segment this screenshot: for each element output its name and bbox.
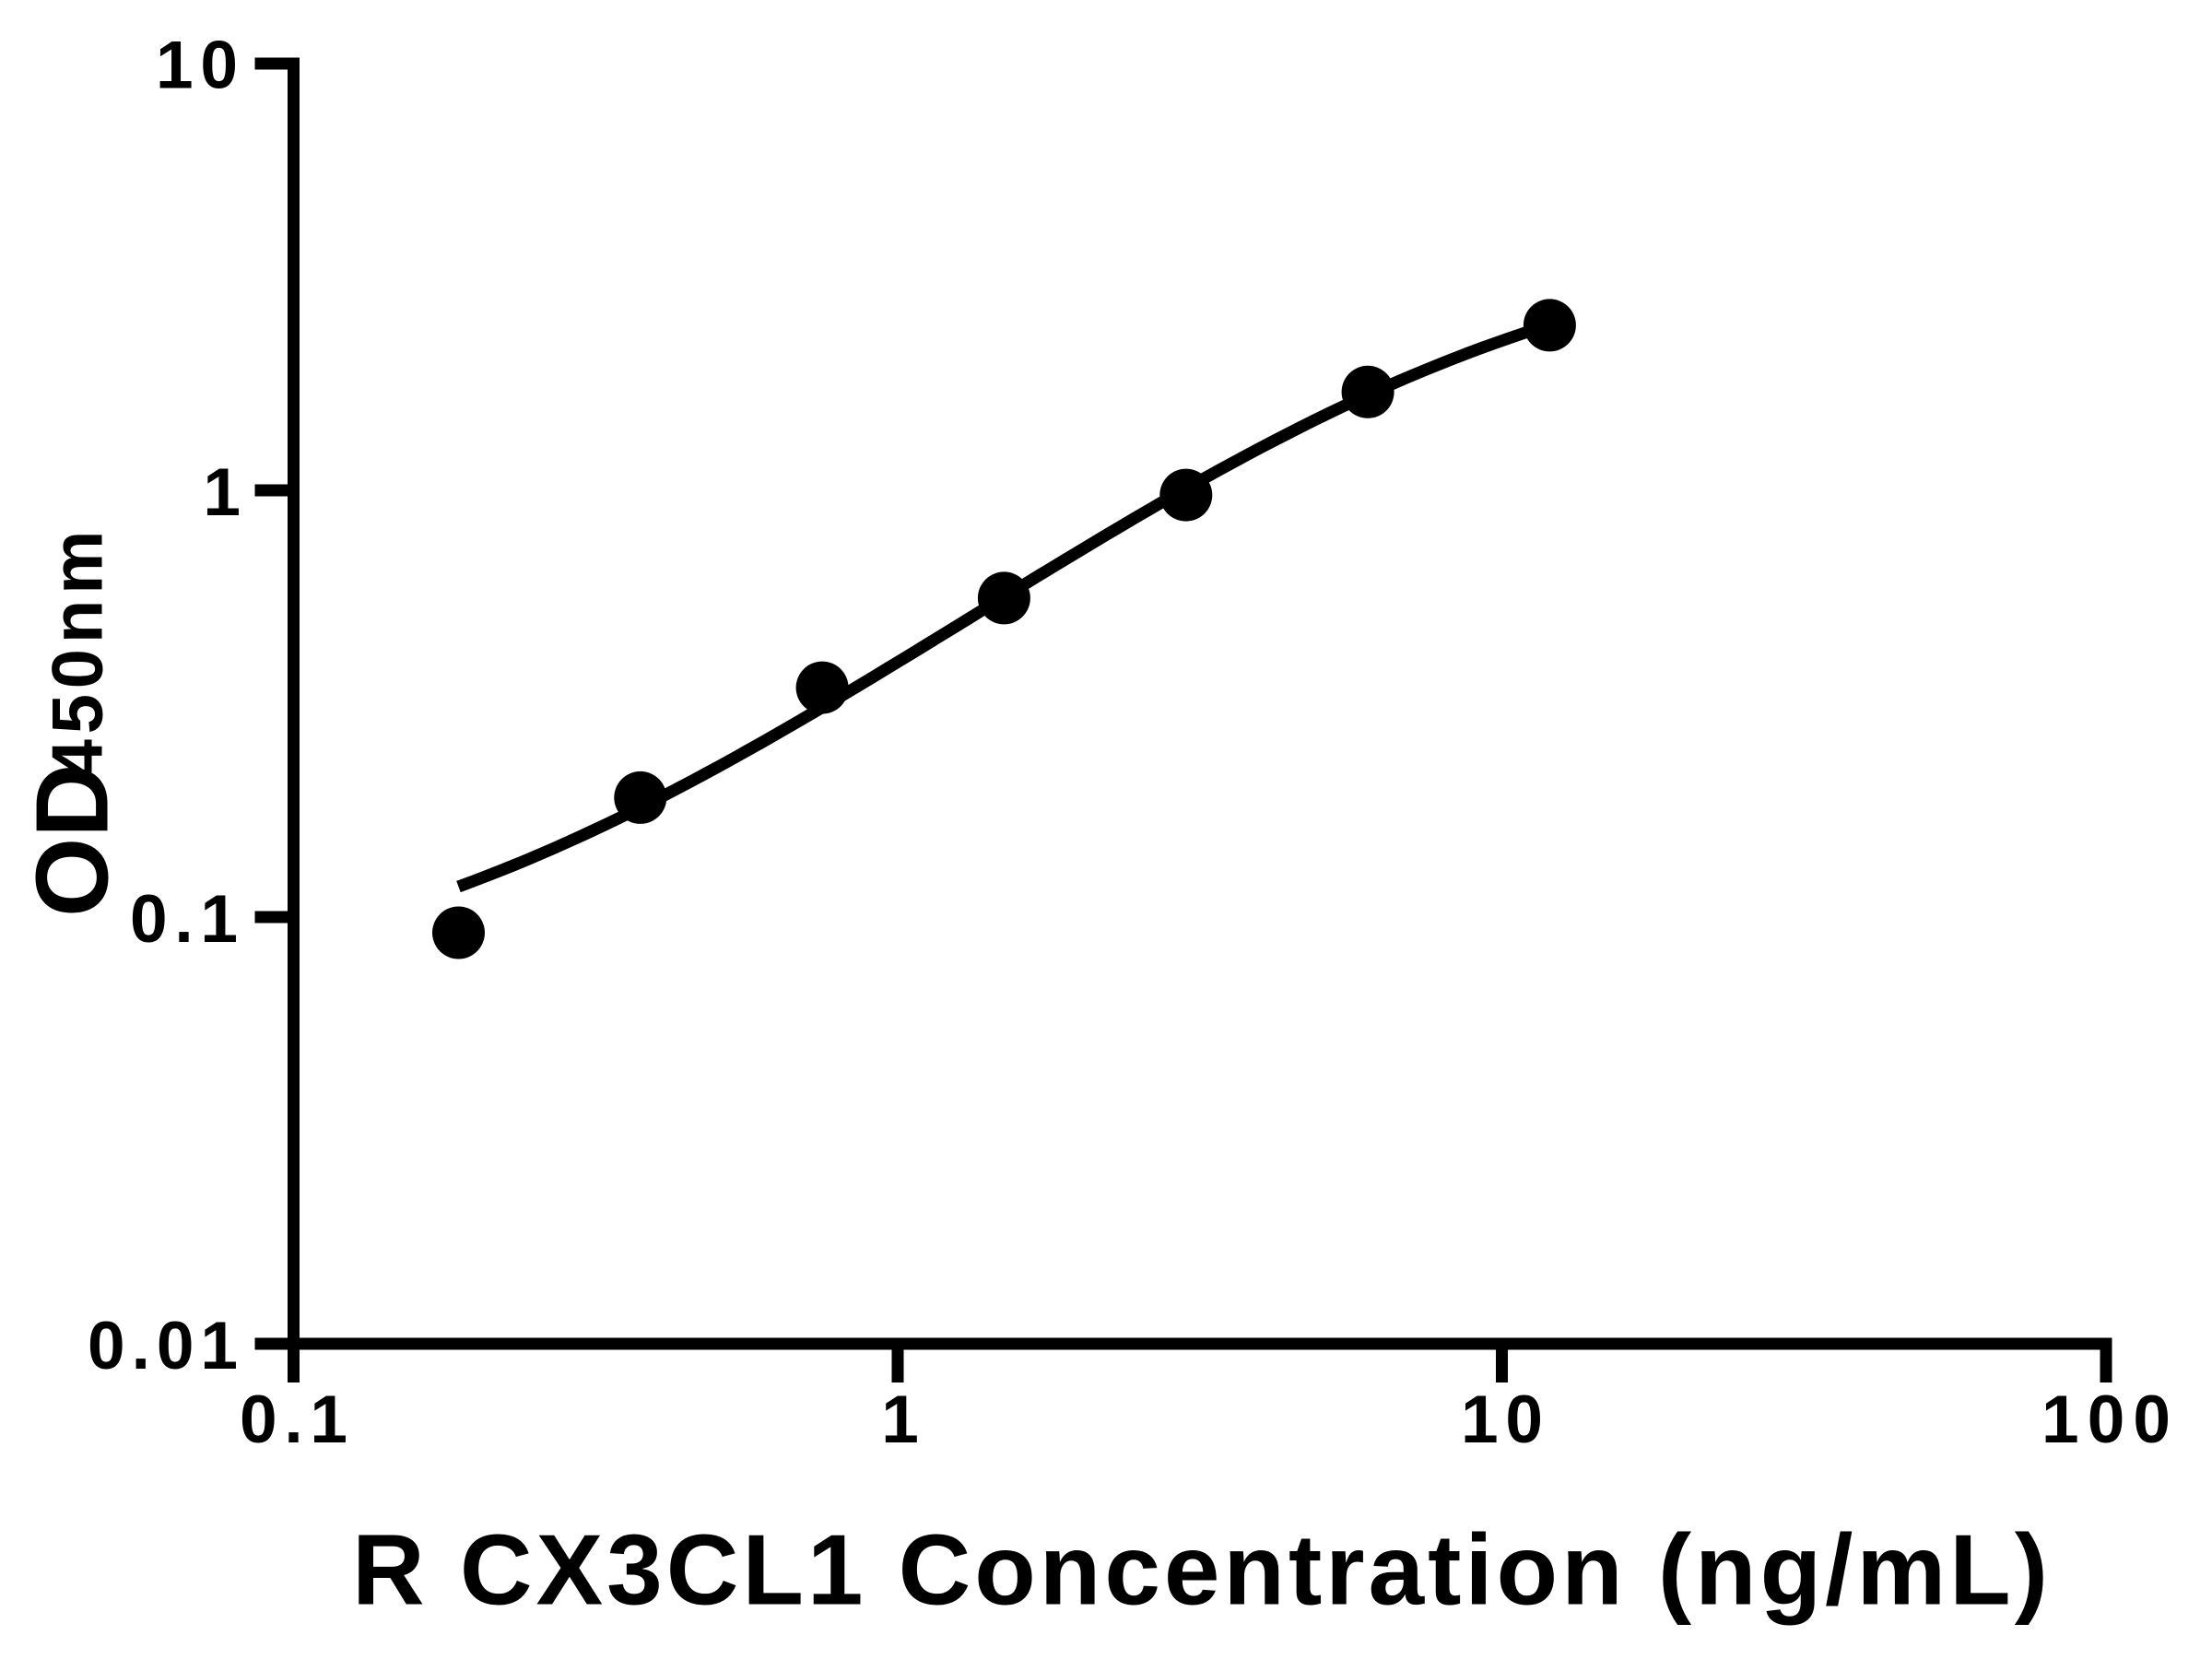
svg-text:1: 1 [203, 455, 241, 530]
svg-text:450nm: 450nm [37, 531, 118, 780]
svg-text:1: 1 [881, 1382, 919, 1457]
svg-text:OD: OD [15, 764, 129, 918]
svg-text:0.1: 0.1 [240, 1382, 347, 1457]
svg-text:R CX3CL1 Concentration (ng/mL): R CX3CL1 Concentration (ng/mL) [352, 1514, 2048, 1627]
svg-text:0.01: 0.01 [88, 1309, 238, 1383]
svg-text:0.1: 0.1 [130, 882, 238, 957]
svg-text:100: 100 [2041, 1382, 2171, 1457]
